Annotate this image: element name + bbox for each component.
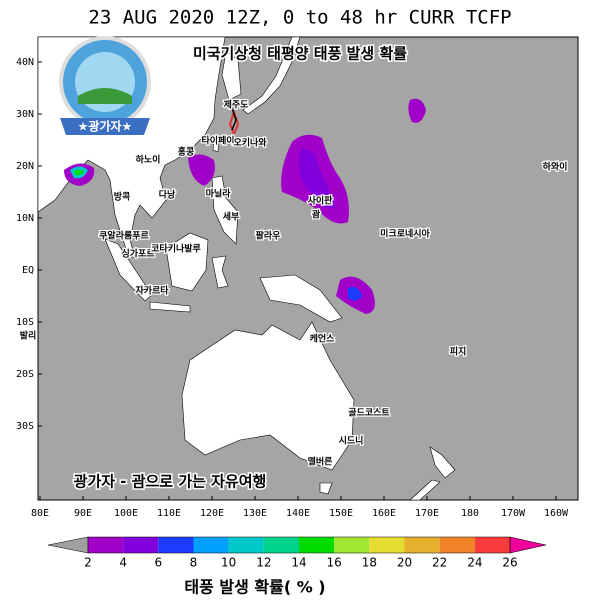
- colorbar-label: 24: [467, 556, 482, 570]
- lon-labels: 80E 90E 100E 110E 120E 130E 140E 150E 160E 170E 18…: [31, 496, 569, 519]
- place-label: 마닐라: [206, 188, 232, 200]
- lat-label: 20N: [16, 161, 34, 172]
- colorbar-label: 12: [256, 556, 271, 570]
- lon-label: 160W: [544, 508, 569, 519]
- place-label: 오키나와: [233, 137, 267, 149]
- colorbar-segment: [193, 537, 229, 553]
- colorbar-segment: [474, 537, 510, 553]
- lat-label: 30N: [16, 109, 34, 120]
- colorbar-frame: [87, 536, 511, 554]
- colorbar-label: 14: [291, 556, 306, 570]
- place-label: 괌: [312, 209, 321, 221]
- colorbar-segment: [158, 537, 194, 553]
- place-label: 다낭: [159, 189, 176, 201]
- lon-label: 120E: [200, 508, 224, 519]
- lon-label: 130E: [243, 508, 267, 519]
- lon-label: 170E: [415, 508, 439, 519]
- place-label: 피지: [450, 346, 467, 358]
- colorbar-segment: [299, 537, 335, 553]
- overlay-title: 미국기상청 태평양 태풍 발생 확률: [193, 45, 407, 63]
- colorbar-label: 10: [221, 556, 236, 570]
- probability-field: [64, 98, 426, 314]
- place-label: 싱가포르: [121, 248, 155, 260]
- colorbar-title: 태풍 발생 확률( % ): [184, 578, 325, 597]
- colorbar-label: 4: [119, 556, 127, 570]
- lon-label: 160E: [372, 508, 396, 519]
- place-label: 제주도: [224, 99, 250, 111]
- colorbar-segment: [369, 537, 405, 553]
- lat-label: 30S: [16, 421, 34, 432]
- colorbar-label: 22: [432, 556, 447, 570]
- colorbar-segment: [334, 537, 370, 553]
- lon-label: 80E: [31, 508, 49, 519]
- lat-label: EQ: [22, 265, 34, 276]
- place-label: 미크로네시아: [380, 228, 430, 240]
- colorbar: 2 4 6 8 10 12 14 16 18 20 22 24 26: [47, 536, 547, 570]
- colorbar-label: 26: [502, 556, 517, 570]
- lat-label: 40N: [16, 57, 34, 68]
- place-label: 코타키나발루: [151, 243, 201, 255]
- colorbar-label: 18: [362, 556, 377, 570]
- land: [37, 36, 456, 501]
- lon-label: 150E: [329, 508, 353, 519]
- lat-label: 20S: [16, 369, 34, 380]
- place-label: 팔라우: [256, 230, 281, 242]
- lat-label: 10N: [16, 213, 34, 224]
- place-label: 멜버른: [308, 456, 333, 468]
- colorbar-label: 2: [84, 556, 92, 570]
- colorbar-label: 6: [155, 556, 163, 570]
- lon-label: 180: [461, 508, 479, 519]
- lon-label: 90E: [74, 508, 92, 519]
- lon-label: 170W: [501, 508, 526, 519]
- lat-label: 10S: [16, 317, 34, 328]
- colorbar-label: 20: [397, 556, 412, 570]
- colorbar-low: [47, 536, 89, 554]
- lon-label: 140E: [286, 508, 310, 519]
- lon-label: 110E: [157, 508, 181, 519]
- place-label: 홍콩: [178, 146, 195, 158]
- place-label: 세부: [223, 211, 240, 223]
- title: 23 AUG 2020 12Z, 0 to 48 hr CURR TCFP: [88, 7, 511, 29]
- colorbar-high: [509, 536, 547, 554]
- colorbar-label: 8: [190, 556, 198, 570]
- place-label: 쿠알라룸푸르: [99, 230, 149, 242]
- colorbar-segment: [439, 537, 475, 553]
- place-label: 케언스: [310, 333, 336, 345]
- place-label: 발리: [20, 330, 37, 342]
- colorbar-segment: [404, 537, 440, 553]
- lat-labels: 40N 30N 20N 10N EQ 10S 20S 30S: [16, 57, 42, 432]
- colorbar-segment: [263, 537, 299, 553]
- colorbar-segment: [88, 537, 124, 553]
- logo: ★광가자★: [59, 36, 151, 135]
- place-label: 타이페이: [201, 135, 234, 147]
- watermark: 광가자 - 괌으로 가는 자유여행: [74, 473, 267, 491]
- place-label: 골드코스트: [348, 408, 390, 419]
- place-label: 하노이: [136, 154, 161, 166]
- lon-label: 100E: [114, 508, 138, 519]
- place-label: 시드니: [339, 435, 364, 447]
- place-label: 사이판: [308, 195, 334, 207]
- map: 40N 30N 20N 10N EQ 10S 20S 30S 80E 90E 100E 110E 12…: [16, 36, 579, 519]
- place-label: 방콕: [114, 191, 131, 203]
- place-label: 자카르타: [135, 285, 169, 297]
- colorbar-segment: [228, 537, 264, 553]
- colorbar-segment: [123, 537, 159, 553]
- place-label: 하와이: [543, 161, 568, 173]
- logo-label: ★광가자★: [78, 119, 133, 134]
- colorbar-label: 16: [327, 556, 342, 570]
